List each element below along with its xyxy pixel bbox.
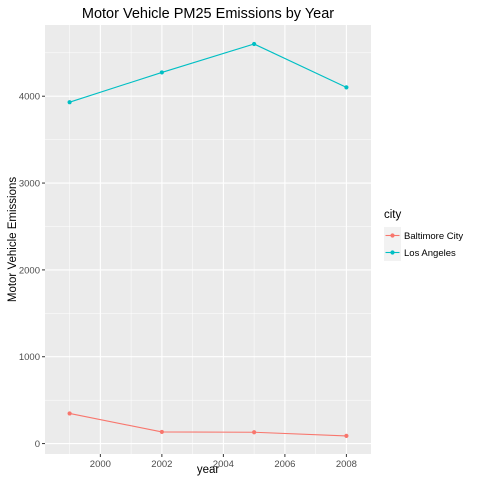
x-tick-label: 2002 xyxy=(151,459,172,470)
major-gridlines xyxy=(45,25,371,454)
data-point xyxy=(252,430,257,435)
data-point xyxy=(252,41,257,47)
x-tick-label: 2008 xyxy=(336,459,357,470)
legend-key-point xyxy=(390,233,395,238)
y-tick-label: 2000 xyxy=(19,265,40,276)
legend-label: Baltimore City xyxy=(404,231,463,242)
series-layer xyxy=(67,41,349,439)
y-axis-title: Motor Vehicle Emissions xyxy=(7,177,19,303)
series-line-1 xyxy=(69,43,347,103)
series-line-0 xyxy=(69,412,347,437)
x-axis-title: year xyxy=(197,464,220,476)
legend: city Baltimore City Los Angeles xyxy=(384,209,463,261)
y-tick-label: 1000 xyxy=(19,352,40,363)
x-tick-label: 2006 xyxy=(274,459,295,470)
data-point xyxy=(344,433,349,439)
data-point xyxy=(67,411,72,416)
plot-panel xyxy=(45,25,371,454)
data-point xyxy=(344,85,349,90)
legend-label: Los Angeles xyxy=(404,248,456,259)
x-tick-label: 2004 xyxy=(213,459,234,470)
y-axis: 0 1000 2000 3000 4000 xyxy=(19,92,45,450)
legend-key-point xyxy=(390,250,395,255)
y-tick-label: 4000 xyxy=(19,92,40,103)
y-tick-label: 0 xyxy=(35,439,40,450)
chart-title: Motor Vehicle PM25 Emissions by Year xyxy=(82,6,334,22)
x-tick-label: 2000 xyxy=(90,459,111,470)
legend-title: city xyxy=(384,209,402,221)
data-point xyxy=(67,100,72,105)
x-axis: 2000 2002 2004 2006 2008 xyxy=(90,454,357,470)
data-point xyxy=(159,429,164,435)
data-point xyxy=(159,70,164,75)
y-tick-label: 3000 xyxy=(19,179,40,190)
